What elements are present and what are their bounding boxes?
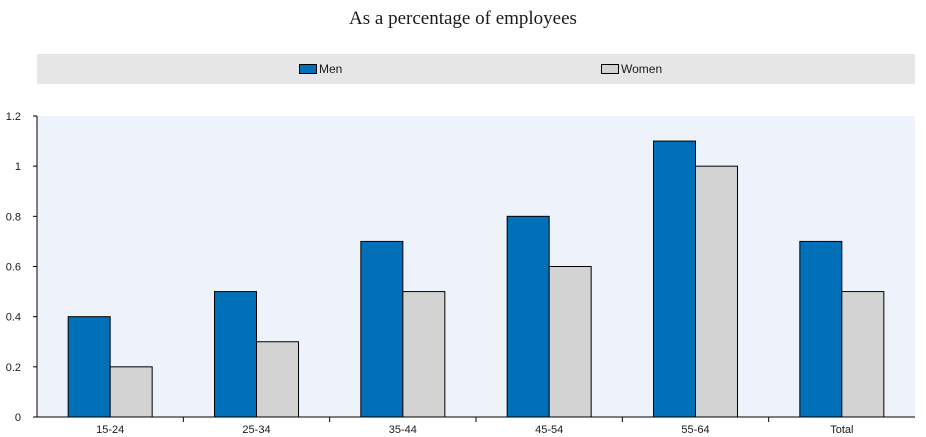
bar-women-55-64 — [695, 165, 738, 418]
y-tick-label: 0 — [15, 412, 21, 424]
legend-swatch-men — [299, 64, 317, 74]
legend-item-men: Men — [299, 62, 342, 76]
bar-women-total — [841, 291, 885, 418]
x-tick-label: 25-34 — [242, 424, 270, 436]
x-tick-label: 15-24 — [96, 424, 124, 436]
legend-swatch-women — [601, 64, 619, 74]
bar-men-35-44 — [360, 240, 404, 418]
y-ticks-group: 0 0.2 0.4 0.6 0.8 1 1.2 — [6, 111, 37, 424]
y-tick-label: 1.2 — [6, 111, 21, 123]
legend-label-men: Men — [319, 62, 343, 76]
bar-women-25-34 — [256, 341, 299, 418]
y-tick-label: 0.6 — [6, 262, 21, 274]
bar-women-35-44 — [402, 291, 446, 418]
bar-men-45-54 — [506, 215, 550, 418]
x-tick-label: 35-44 — [389, 424, 417, 436]
chart-title: As a percentage of employees — [349, 8, 577, 29]
y-tick-label: 0.4 — [6, 312, 21, 324]
x-tick-label: Total — [830, 424, 853, 436]
bar-men-total — [799, 240, 843, 418]
bar-women-15-24 — [109, 366, 153, 418]
legend: Men Women — [37, 54, 915, 84]
bar-men-25-34 — [214, 291, 257, 418]
y-tick-label: 1 — [15, 161, 21, 173]
legend-label-women: Women — [621, 62, 663, 76]
x-tick-label: 45-54 — [535, 424, 563, 436]
bar-men-15-24 — [67, 316, 111, 418]
y-tick-label: 0.8 — [6, 211, 21, 223]
bar-women-45-54 — [548, 266, 592, 418]
x-ticks-group: 15-24 25-34 35-44 45-54 55-64 Total — [96, 417, 853, 436]
x-tick-label: 55-64 — [681, 424, 709, 436]
plot-area — [37, 116, 915, 417]
y-tick-label: 0.2 — [6, 362, 21, 374]
legend-item-women: Women — [601, 62, 662, 76]
bar-men-55-64 — [653, 140, 696, 418]
bars-group — [67, 140, 885, 418]
